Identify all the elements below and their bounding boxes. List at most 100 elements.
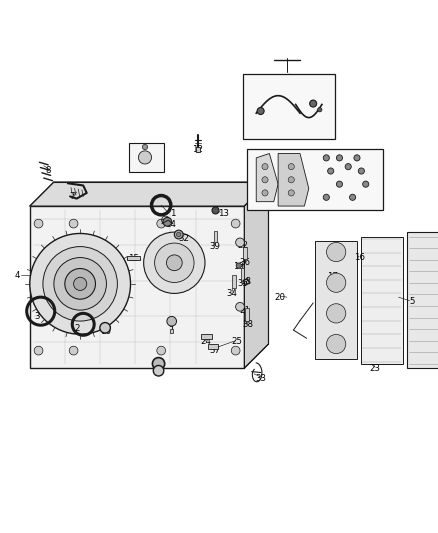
Text: 18: 18 <box>240 277 251 286</box>
Text: 12: 12 <box>191 144 203 154</box>
Circle shape <box>138 151 152 164</box>
Circle shape <box>144 232 205 294</box>
Circle shape <box>326 273 346 292</box>
Text: 22: 22 <box>237 241 249 250</box>
Text: 17: 17 <box>327 272 339 281</box>
Circle shape <box>288 177 294 183</box>
Circle shape <box>354 155 360 161</box>
Text: 1: 1 <box>170 208 176 217</box>
Circle shape <box>212 207 219 214</box>
Circle shape <box>166 255 182 271</box>
Circle shape <box>157 346 166 355</box>
Polygon shape <box>278 154 309 206</box>
Text: 36: 36 <box>240 257 251 266</box>
Circle shape <box>69 219 78 228</box>
Circle shape <box>142 144 148 150</box>
Circle shape <box>262 177 268 183</box>
Bar <box>232 275 236 288</box>
Text: 7: 7 <box>70 192 75 201</box>
Circle shape <box>345 164 351 169</box>
Text: 39: 39 <box>209 243 220 251</box>
Circle shape <box>326 334 346 354</box>
Circle shape <box>236 263 241 268</box>
Circle shape <box>262 164 268 169</box>
Circle shape <box>257 108 264 115</box>
Circle shape <box>167 317 177 326</box>
Text: 13: 13 <box>218 208 229 217</box>
Circle shape <box>34 346 43 355</box>
Bar <box>201 334 212 339</box>
Text: 34: 34 <box>226 289 238 298</box>
Text: 10: 10 <box>99 327 111 336</box>
Text: 8: 8 <box>46 166 51 175</box>
Text: 30: 30 <box>272 189 284 197</box>
Circle shape <box>152 358 165 370</box>
Text: 31: 31 <box>340 158 352 167</box>
Circle shape <box>54 257 106 310</box>
Text: 26: 26 <box>257 118 268 127</box>
Bar <box>361 237 403 364</box>
Text: 2: 2 <box>74 324 79 333</box>
Bar <box>315 241 357 359</box>
Text: 33: 33 <box>255 374 266 383</box>
Text: 23: 23 <box>369 364 380 373</box>
Circle shape <box>288 164 294 169</box>
Circle shape <box>163 217 172 226</box>
Text: 3: 3 <box>35 312 40 321</box>
Circle shape <box>43 247 117 321</box>
Circle shape <box>30 233 131 334</box>
Circle shape <box>155 243 194 282</box>
Circle shape <box>363 181 369 187</box>
Text: 25: 25 <box>231 337 242 346</box>
Text: 27: 27 <box>310 105 321 114</box>
Circle shape <box>174 230 183 239</box>
Bar <box>247 149 383 211</box>
Polygon shape <box>30 182 268 206</box>
Circle shape <box>69 346 78 355</box>
Bar <box>407 232 438 368</box>
Text: 15: 15 <box>128 254 139 263</box>
Polygon shape <box>244 182 268 368</box>
Circle shape <box>153 366 164 376</box>
Text: 38: 38 <box>242 320 253 329</box>
Bar <box>196 147 200 152</box>
Text: 29: 29 <box>371 176 382 185</box>
Text: 28: 28 <box>261 74 273 83</box>
Circle shape <box>310 100 317 107</box>
Circle shape <box>262 190 268 196</box>
Text: 6: 6 <box>142 152 147 161</box>
Circle shape <box>74 277 87 290</box>
Circle shape <box>65 269 95 299</box>
Circle shape <box>328 168 334 174</box>
Text: 32: 32 <box>178 233 190 243</box>
Bar <box>243 247 247 259</box>
Circle shape <box>231 346 240 355</box>
Circle shape <box>288 190 294 196</box>
Text: 4: 4 <box>15 271 20 280</box>
Circle shape <box>236 302 244 311</box>
Circle shape <box>100 322 110 333</box>
Text: 24: 24 <box>200 337 212 346</box>
Circle shape <box>236 238 244 247</box>
Circle shape <box>177 232 181 237</box>
Bar <box>208 344 218 349</box>
Circle shape <box>350 194 356 200</box>
Bar <box>245 308 249 321</box>
Circle shape <box>231 219 240 228</box>
Circle shape <box>326 304 346 323</box>
Circle shape <box>336 155 343 161</box>
Text: 20: 20 <box>275 293 286 302</box>
Text: 35: 35 <box>237 279 249 288</box>
Circle shape <box>323 194 329 200</box>
Bar <box>241 268 244 280</box>
Bar <box>170 329 173 333</box>
Circle shape <box>157 219 166 228</box>
Text: 11: 11 <box>152 365 163 374</box>
Circle shape <box>336 181 343 187</box>
Circle shape <box>34 219 43 228</box>
Text: 19: 19 <box>233 262 244 271</box>
Bar <box>214 231 217 243</box>
Polygon shape <box>256 154 278 201</box>
Circle shape <box>323 155 329 161</box>
Text: 14: 14 <box>165 220 177 229</box>
